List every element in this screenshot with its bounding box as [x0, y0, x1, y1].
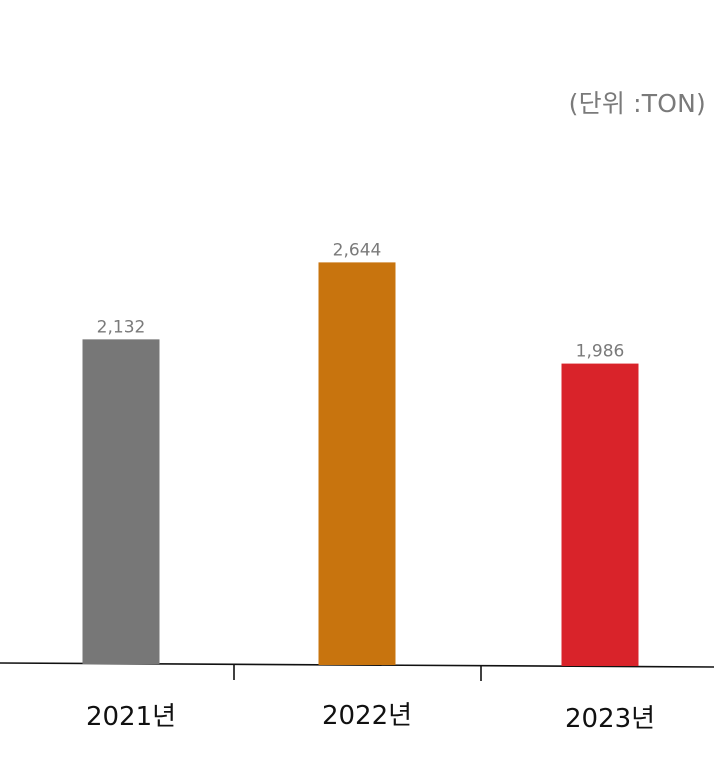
value-label-2023: 1,986	[576, 342, 625, 362]
value-label-2022: 2,644	[333, 240, 382, 260]
bar-2021	[82, 339, 160, 664]
category-label-2021: 2021년	[86, 702, 176, 732]
value-label-2021: 2,132	[97, 317, 146, 337]
bar-2022	[318, 262, 396, 665]
category-label-2023: 2023년	[565, 704, 655, 734]
category-label-2022: 2022년	[322, 701, 412, 731]
bar-2023	[561, 363, 639, 666]
unit-label: (단위 :TON)	[568, 89, 706, 118]
